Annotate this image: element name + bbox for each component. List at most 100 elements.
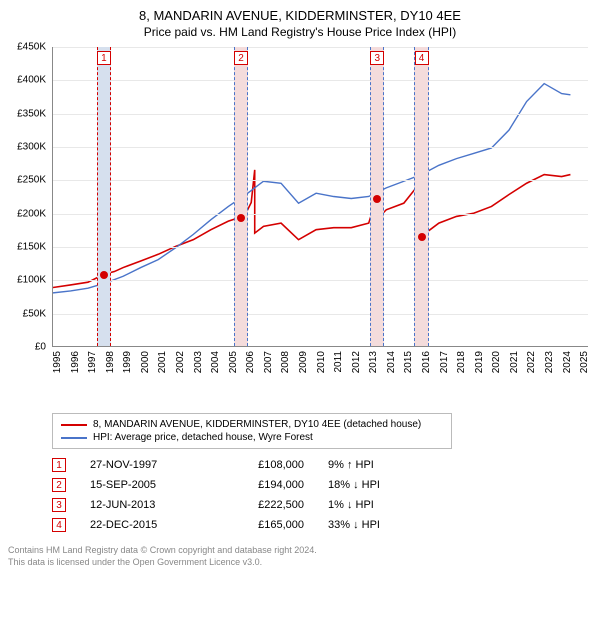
- x-tick-label: 2014: [386, 351, 397, 373]
- sales-index-box: 1: [52, 458, 66, 472]
- chart-title: 8, MANDARIN AVENUE, KIDDERMINSTER, DY10 …: [8, 8, 592, 23]
- x-tick-label: 2005: [228, 351, 239, 373]
- series-property: [53, 170, 570, 288]
- x-tick-label: 2024: [562, 351, 573, 373]
- sales-diff: 33% ↓ HPI: [328, 519, 418, 531]
- legend-swatch: [61, 424, 87, 426]
- gridline: [53, 247, 588, 248]
- sales-row: 1 27-NOV-1997 £108,000 9% ↑ HPI: [52, 455, 592, 475]
- sales-index-box: 3: [52, 498, 66, 512]
- legend-swatch: [61, 437, 87, 439]
- series-hpi: [53, 84, 570, 293]
- chart-area: £0 £50K £100K £150K £200K £250K £300K £350K £400…: [8, 47, 592, 407]
- x-tick-label: 2021: [509, 351, 520, 373]
- legend-item: HPI: Average price, detached house, Wyre…: [61, 431, 443, 444]
- sale-marker: 2: [234, 51, 248, 65]
- x-tick-label: 2003: [193, 351, 204, 373]
- x-tick-label: 1999: [122, 351, 133, 373]
- y-tick-label: £300K: [17, 142, 46, 153]
- sales-row: 2 15-SEP-2005 £194,000 18% ↓ HPI: [52, 475, 592, 495]
- legend-label: 8, MANDARIN AVENUE, KIDDERMINSTER, DY10 …: [93, 419, 421, 430]
- sales-row: 312-JUN-2013£222,5001% ↓ HPI: [52, 495, 592, 515]
- legend: 8, MANDARIN AVENUE, KIDDERMINSTER, DY10 …: [52, 413, 452, 449]
- x-tick-label: 2018: [456, 351, 467, 373]
- sale-band: [234, 47, 248, 346]
- gridline: [53, 147, 588, 148]
- x-tick-label: 2009: [298, 351, 309, 373]
- x-axis-labels: 1995 1996 1997 1998 1999 2000 2001 2002 2003 2004…: [52, 351, 588, 407]
- x-tick-label: 2006: [245, 351, 256, 373]
- y-tick-label: £200K: [17, 208, 46, 219]
- x-tick-label: 2017: [439, 351, 450, 373]
- sales-price: £222,500: [224, 499, 304, 511]
- x-tick-label: 2011: [333, 351, 344, 373]
- y-tick-label: £450K: [17, 42, 46, 53]
- line-layer: [53, 47, 588, 346]
- y-tick-label: £350K: [17, 108, 46, 119]
- sale-marker: 4: [415, 51, 429, 65]
- sale-marker: 1: [97, 51, 111, 65]
- x-tick-label: 1995: [52, 351, 63, 373]
- sale-band: [414, 47, 428, 346]
- sale-dot: [237, 214, 245, 222]
- x-tick-label: 2007: [263, 351, 274, 373]
- sales-diff: 9% ↑ HPI: [328, 459, 418, 471]
- gridline: [53, 214, 588, 215]
- x-tick-label: 2023: [544, 351, 555, 373]
- sale-marker: 3: [370, 51, 384, 65]
- x-tick-label: 1997: [87, 351, 98, 373]
- legend-item: 8, MANDARIN AVENUE, KIDDERMINSTER, DY10 …: [61, 418, 443, 431]
- x-tick-label: 2002: [175, 351, 186, 373]
- legend-label: HPI: Average price, detached house, Wyre…: [93, 432, 313, 443]
- sale-dot: [100, 271, 108, 279]
- sales-price: £165,000: [224, 519, 304, 531]
- x-tick-label: 1998: [105, 351, 116, 373]
- footer: Contains HM Land Registry data © Crown c…: [8, 545, 592, 568]
- gridline: [53, 180, 588, 181]
- x-tick-label: 2012: [351, 351, 362, 373]
- sales-price: £108,000: [224, 459, 304, 471]
- sales-row: 4 22-DEC-2015 £165,000 33% ↓ HPI: [52, 515, 592, 535]
- sales-diff: 18% ↓ HPI: [328, 479, 418, 491]
- sales-price: £194,000: [224, 479, 304, 491]
- x-tick-label: 2004: [210, 351, 221, 373]
- y-tick-label: £100K: [17, 275, 46, 286]
- gridline: [53, 114, 588, 115]
- x-tick-label: 2016: [421, 351, 432, 373]
- x-tick-label: 1996: [70, 351, 81, 373]
- x-tick-label: 2025: [579, 351, 590, 373]
- sales-diff: 1% ↓ HPI: [328, 499, 418, 511]
- gridline: [53, 314, 588, 315]
- sales-index-box: 2: [52, 478, 66, 492]
- sales-date: 27-NOV-1997: [90, 459, 200, 471]
- gridline: [53, 280, 588, 281]
- x-tick-label: 2010: [316, 351, 327, 373]
- y-tick-label: £0: [35, 342, 46, 353]
- footer-line-1: Contains HM Land Registry data © Crown c…: [8, 545, 317, 555]
- x-tick-label: 2019: [474, 351, 485, 373]
- sale-dot: [418, 233, 426, 241]
- sales-index-box: 4: [52, 518, 66, 532]
- x-tick-label: 2001: [157, 351, 168, 373]
- y-axis-labels: £0£50K£100K£150K£200K£250K£300K£350K£400…: [8, 47, 48, 347]
- x-tick-label: 2008: [280, 351, 291, 373]
- sale-dot: [373, 195, 381, 203]
- x-tick-label: 2015: [403, 351, 414, 373]
- sales-table: 1 27-NOV-1997 £108,000 9% ↑ HPI 2 15-SEP-2005…: [52, 455, 592, 535]
- footer-line-2: This data is licensed under the Open Gov…: [8, 557, 262, 567]
- x-tick-label: 2022: [526, 351, 537, 373]
- x-tick-label: 2013: [368, 351, 379, 373]
- x-tick-label: 2020: [491, 351, 502, 373]
- sales-date: 15-SEP-2005: [90, 479, 200, 491]
- y-tick-label: £150K: [17, 242, 46, 253]
- gridline: [53, 47, 588, 48]
- y-tick-label: £400K: [17, 75, 46, 86]
- sales-date: 22-DEC-2015: [90, 519, 200, 531]
- gridline: [53, 80, 588, 81]
- y-tick-label: £250K: [17, 175, 46, 186]
- x-tick-label: 2000: [140, 351, 151, 373]
- chart-subtitle: Price paid vs. HM Land Registry's House …: [8, 25, 592, 39]
- sale-band: [97, 47, 111, 346]
- plot-area: 1 2 3 4: [52, 47, 588, 347]
- y-tick-label: £50K: [23, 308, 46, 319]
